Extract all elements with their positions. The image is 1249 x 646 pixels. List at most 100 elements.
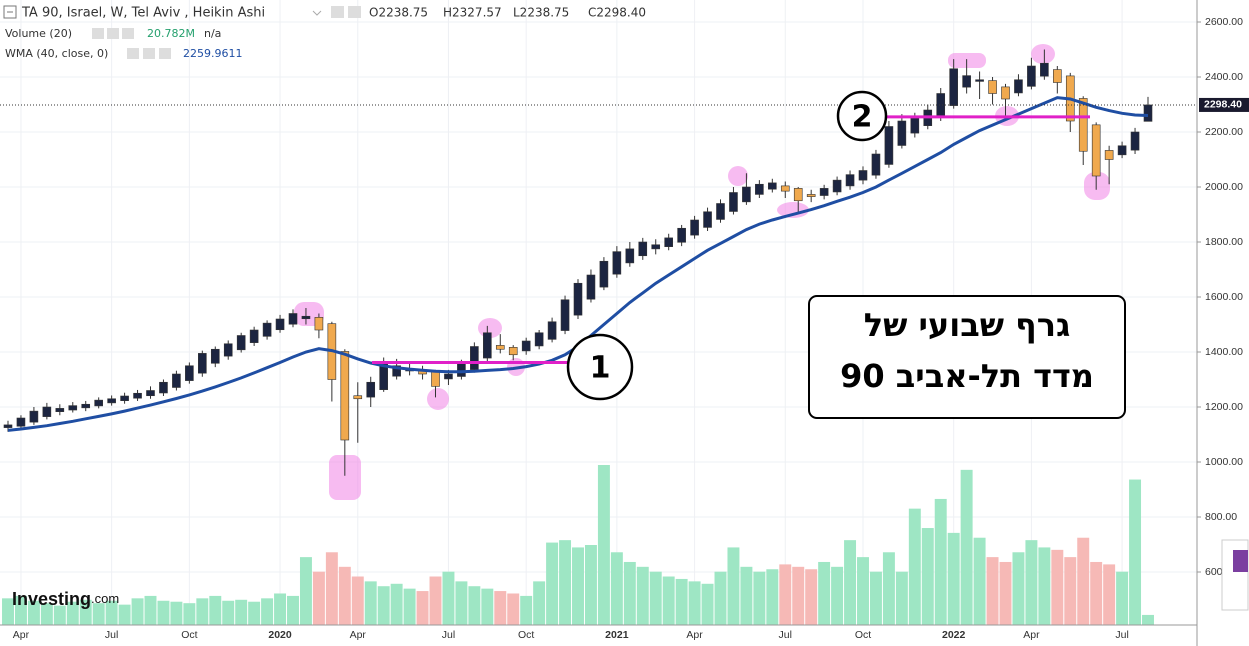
level-marker	[566, 333, 634, 401]
candle-body	[586, 274, 596, 300]
volume-bar	[79, 599, 92, 625]
x-tick-label: Apr	[686, 629, 703, 641]
last-price-label: 2298.40	[1204, 99, 1242, 111]
volume-bar	[416, 591, 429, 625]
x-tick-label: Jul	[105, 629, 118, 641]
x-tick-label: Jul	[779, 629, 792, 641]
volume-bar	[377, 586, 390, 625]
icon[interactable]	[331, 6, 344, 18]
volume-bar	[688, 581, 701, 625]
ohlc-high: H2327.57	[443, 6, 502, 20]
volume-bar	[1038, 547, 1051, 625]
icon[interactable]	[127, 48, 139, 59]
candle-body	[1001, 86, 1010, 100]
candle-body	[768, 182, 777, 190]
icon[interactable]	[107, 28, 119, 39]
icon[interactable]	[348, 6, 361, 18]
candle-body	[1014, 79, 1023, 94]
volume-bar	[520, 595, 533, 625]
volume-bar	[701, 583, 714, 625]
candle-body	[521, 340, 531, 352]
candle-body	[962, 75, 971, 88]
volume-bar	[455, 581, 468, 625]
candle-body	[755, 183, 764, 195]
x-tick-label: 2020	[268, 629, 292, 641]
y-tick-label: 2000.00	[1205, 181, 1243, 193]
volume-bar	[131, 598, 144, 625]
icon[interactable]	[143, 48, 155, 59]
candle-body	[780, 185, 790, 192]
volume-pane	[2, 465, 1154, 625]
x-tick-label: Apr	[350, 629, 367, 641]
volume-bar	[27, 600, 40, 625]
dropdown[interactable]	[312, 10, 322, 16]
volume-bar	[40, 603, 53, 625]
volume-bar	[597, 465, 610, 625]
side-widget-icon[interactable]	[1233, 550, 1248, 572]
volume-bar	[1116, 571, 1129, 625]
candle-body	[483, 332, 492, 359]
volume-bar	[403, 588, 416, 625]
volume-bar	[623, 561, 636, 625]
volume-bar	[779, 564, 792, 625]
candle-body	[340, 351, 350, 441]
x-tick-label: Oct	[518, 629, 534, 641]
menu-icon[interactable]	[3, 5, 17, 19]
y-tick-label: 2200.00	[1205, 126, 1243, 138]
volume-bar	[986, 557, 999, 625]
candle-body	[988, 80, 997, 94]
volume-bar	[559, 540, 572, 625]
y-tick-label: 1800.00	[1205, 236, 1243, 248]
volume-bar	[649, 571, 662, 625]
candle-body	[29, 410, 39, 423]
x-tick-label: Jul	[442, 629, 455, 641]
highlight	[1084, 172, 1110, 200]
volume-bar	[274, 593, 287, 625]
volume-bar	[14, 595, 27, 625]
candle-body	[832, 179, 842, 193]
volume-bar	[546, 542, 559, 625]
wma-name: WMA (40, close, 0)	[5, 47, 108, 60]
candle-body	[210, 348, 220, 364]
icon[interactable]	[92, 28, 104, 39]
icon[interactable]	[159, 48, 171, 59]
candle-body	[353, 395, 363, 400]
candle-body	[1053, 69, 1062, 83]
candle-body	[1078, 98, 1088, 152]
volume-bar	[818, 561, 831, 625]
volume-bar	[921, 528, 934, 625]
candle-body	[431, 371, 440, 387]
candle-body	[664, 237, 673, 247]
volume-bar	[973, 537, 986, 625]
highlight	[728, 166, 748, 186]
highlight	[1031, 44, 1055, 64]
candle-body	[249, 329, 259, 343]
y-tick-label: 1200.00	[1205, 401, 1243, 413]
candle-body	[884, 126, 894, 165]
candle-body	[366, 381, 376, 398]
icon[interactable]	[122, 28, 134, 39]
volume-bar	[805, 569, 818, 625]
volume-bar	[53, 605, 66, 625]
level-marker	[836, 90, 888, 142]
note-box	[808, 295, 1126, 419]
candle-body	[1104, 150, 1114, 160]
logo-suffix: .com	[91, 591, 119, 606]
volume-bar	[261, 598, 274, 625]
volume-bar	[183, 603, 196, 625]
volume-bar	[2, 598, 14, 625]
volume-bar	[144, 595, 157, 625]
highlight	[427, 388, 449, 410]
volume-bar	[675, 578, 688, 625]
volume-bar	[882, 552, 895, 625]
volume-bar	[792, 566, 805, 625]
candle-body	[1091, 124, 1101, 177]
candle-body	[314, 317, 324, 331]
volume-bar	[753, 571, 766, 625]
ohlc-low: L2238.75	[513, 6, 569, 20]
candle-body	[534, 332, 544, 347]
candle-body	[573, 282, 583, 316]
volume-bar	[1012, 552, 1025, 625]
y-tick-label: 1000.00	[1205, 456, 1243, 468]
